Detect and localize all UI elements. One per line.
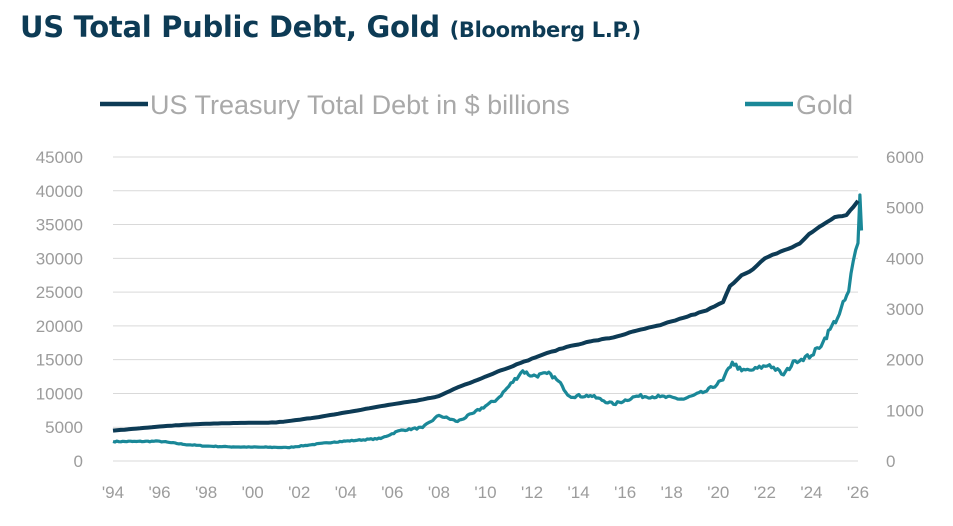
y-left-tick-label: 35000: [36, 216, 83, 235]
x-tick-label: '94: [102, 483, 124, 502]
y-axis-left: 0 5000 10000 15000 20000 25000 30000 35000 40000…: [36, 148, 83, 471]
x-tick-label: '22: [754, 483, 776, 502]
y-left-tick-label: 10000: [36, 384, 83, 403]
x-tick-label: '14: [568, 483, 590, 502]
y-left-tick-label: 0: [74, 452, 83, 471]
y-right-tick-label: 2000: [886, 351, 924, 370]
x-tick-label: '02: [288, 483, 310, 502]
y-left-tick-label: 15000: [36, 351, 83, 370]
y-left-tick-label: 5000: [45, 418, 83, 437]
y-left-tick-label: 20000: [36, 317, 83, 336]
chart-subtitle: (Bloomberg L.P.): [449, 18, 641, 42]
y-right-tick-label: 3000: [886, 300, 924, 319]
legend-gold-label: Gold: [796, 90, 853, 120]
x-tick-label: '98: [195, 483, 217, 502]
x-tick-label: '24: [800, 483, 822, 502]
legend-debt-label: US Treasury Total Debt in $ billions: [150, 90, 570, 120]
y-right-tick-label: 6000: [886, 148, 924, 167]
y-left-tick-label: 40000: [36, 182, 83, 201]
x-tick-label: '08: [428, 483, 450, 502]
x-tick-label: '18: [661, 483, 683, 502]
x-tick-label: '04: [335, 483, 357, 502]
y-left-tick-label: 45000: [36, 148, 83, 167]
debt-line: [112, 199, 860, 433]
x-tick-label: '12: [521, 483, 543, 502]
y-right-tick-label: 5000: [886, 199, 924, 218]
y-axis-right: 0 1000 2000 3000 4000 5000 6000: [886, 148, 924, 471]
x-tick-label: '06: [381, 483, 403, 502]
x-tick-label: '00: [242, 483, 264, 502]
x-tick-label: '26: [847, 483, 869, 502]
y-left-tick-label: 30000: [36, 249, 83, 268]
gridlines: [113, 156, 858, 462]
y-right-tick-label: 0: [886, 452, 895, 471]
x-tick-label: '96: [148, 483, 170, 502]
gold-line: [112, 193, 864, 450]
chart-title: US Total Public Debt, Gold (Bloomberg L.…: [20, 10, 641, 44]
x-tick-label: '20: [707, 483, 729, 502]
y-right-tick-label: 1000: [886, 401, 924, 420]
chart-title-main: US Total Public Debt, Gold: [20, 10, 440, 44]
x-tick-label: '10: [474, 483, 496, 502]
series-lines: [112, 193, 864, 450]
legend: US Treasury Total Debt in $ billions Gol…: [100, 90, 853, 120]
y-left-tick-label: 25000: [36, 283, 83, 302]
y-right-tick-label: 4000: [886, 249, 924, 268]
x-axis: '94 '96 '98 '00 '02 '04 '06 '08 '10 '12 '14 '16 '18 '…: [102, 483, 869, 502]
x-tick-label: '16: [614, 483, 636, 502]
